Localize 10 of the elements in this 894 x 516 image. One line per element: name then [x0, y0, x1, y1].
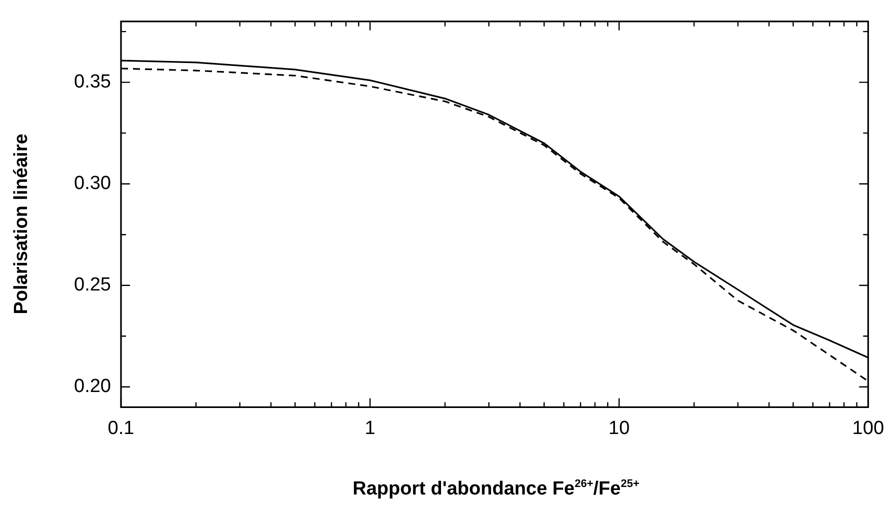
- y-tick-label: 0.35: [74, 72, 111, 93]
- x-tick-label: 100: [852, 418, 884, 439]
- y-tick-label: 0.25: [74, 274, 111, 296]
- x-tick-label: 1: [364, 418, 376, 439]
- y-axis-title: Polarisation linéaire: [11, 134, 33, 314]
- y-tick-label: 0.20: [74, 376, 111, 398]
- x-tick-label: 10: [608, 418, 630, 439]
- y-tick-label: 0.30: [74, 173, 111, 194]
- x-axis-title: Rapport d'abondance Fe$^{26+}$/Fe$^{25+}$: [352, 478, 640, 500]
- x-tick-label: 0.1: [108, 418, 134, 439]
